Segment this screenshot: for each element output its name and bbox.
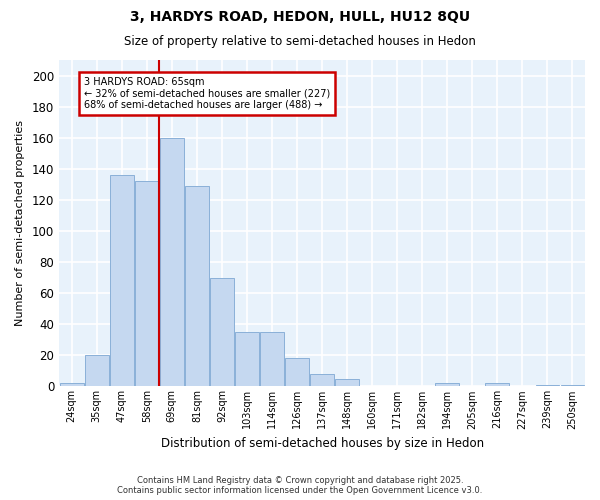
Text: 3 HARDYS ROAD: 65sqm
← 32% of semi-detached houses are smaller (227)
68% of semi: 3 HARDYS ROAD: 65sqm ← 32% of semi-detac…: [84, 77, 331, 110]
X-axis label: Distribution of semi-detached houses by size in Hedon: Distribution of semi-detached houses by …: [161, 437, 484, 450]
Bar: [310, 374, 334, 386]
Bar: [135, 181, 159, 386]
Bar: [160, 138, 184, 386]
Text: 3, HARDYS ROAD, HEDON, HULL, HU12 8QU: 3, HARDYS ROAD, HEDON, HULL, HU12 8QU: [130, 10, 470, 24]
Bar: [560, 385, 584, 386]
Bar: [335, 378, 359, 386]
Text: Size of property relative to semi-detached houses in Hedon: Size of property relative to semi-detach…: [124, 35, 476, 48]
Bar: [185, 186, 209, 386]
Bar: [285, 358, 309, 386]
Bar: [235, 332, 259, 386]
Bar: [536, 385, 559, 386]
Bar: [260, 332, 284, 386]
Bar: [110, 175, 134, 386]
Bar: [85, 356, 109, 386]
Y-axis label: Number of semi-detached properties: Number of semi-detached properties: [15, 120, 25, 326]
Bar: [436, 384, 459, 386]
Text: Contains HM Land Registry data © Crown copyright and database right 2025.
Contai: Contains HM Land Registry data © Crown c…: [118, 476, 482, 495]
Bar: [485, 384, 509, 386]
Bar: [60, 384, 83, 386]
Bar: [210, 278, 234, 386]
